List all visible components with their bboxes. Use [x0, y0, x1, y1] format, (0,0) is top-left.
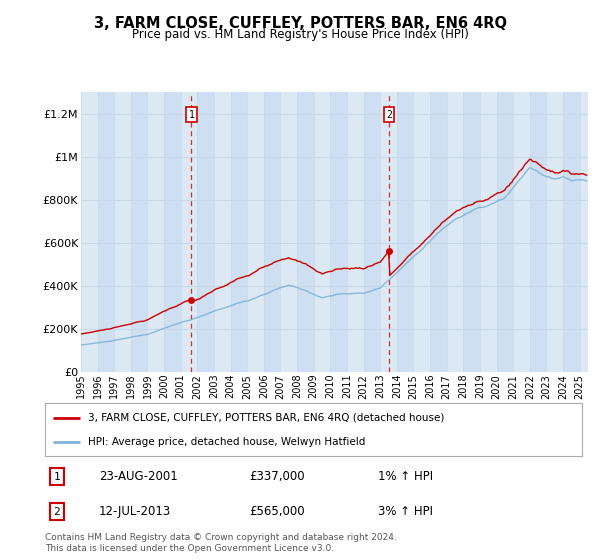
Text: 3, FARM CLOSE, CUFFLEY, POTTERS BAR, EN6 4RQ: 3, FARM CLOSE, CUFFLEY, POTTERS BAR, EN6… [94, 16, 506, 31]
Bar [547, 92, 563, 372]
Bar [347, 92, 364, 372]
Bar [430, 92, 447, 372]
Text: 2: 2 [386, 110, 392, 120]
Text: Price paid vs. HM Land Registry's House Price Index (HPI): Price paid vs. HM Land Registry's House … [131, 28, 469, 41]
Text: 1: 1 [53, 472, 60, 482]
Text: Contains HM Land Registry data © Crown copyright and database right 2024.
This d: Contains HM Land Registry data © Crown c… [45, 533, 397, 553]
Bar [214, 92, 230, 372]
Text: 2: 2 [53, 507, 60, 517]
Bar [280, 92, 297, 372]
Bar [197, 92, 214, 372]
Text: £565,000: £565,000 [249, 505, 305, 518]
Bar [463, 92, 480, 372]
Bar [580, 92, 596, 372]
Text: 12-JUL-2013: 12-JUL-2013 [98, 505, 171, 518]
Bar [164, 92, 181, 372]
Bar [297, 92, 314, 372]
Text: 3, FARM CLOSE, CUFFLEY, POTTERS BAR, EN6 4RQ (detached house): 3, FARM CLOSE, CUFFLEY, POTTERS BAR, EN6… [88, 413, 445, 423]
Bar [314, 92, 331, 372]
Bar [447, 92, 463, 372]
Bar [530, 92, 547, 372]
Bar [331, 92, 347, 372]
Bar [380, 92, 397, 372]
Bar [563, 92, 580, 372]
Bar [413, 92, 430, 372]
Bar [81, 92, 98, 372]
Bar [181, 92, 197, 372]
Bar [397, 92, 413, 372]
Bar [114, 92, 131, 372]
Text: HPI: Average price, detached house, Welwyn Hatfield: HPI: Average price, detached house, Welw… [88, 437, 365, 447]
Bar [264, 92, 280, 372]
Bar [497, 92, 513, 372]
Text: 1% ↑ HPI: 1% ↑ HPI [378, 470, 433, 483]
Bar [230, 92, 247, 372]
Bar [513, 92, 530, 372]
Bar [247, 92, 264, 372]
Bar [364, 92, 380, 372]
Bar [98, 92, 114, 372]
Bar [131, 92, 148, 372]
Text: 1: 1 [188, 110, 194, 120]
Bar [148, 92, 164, 372]
Text: £337,000: £337,000 [249, 470, 305, 483]
Bar [480, 92, 497, 372]
Text: 3% ↑ HPI: 3% ↑ HPI [378, 505, 433, 518]
Text: 23-AUG-2001: 23-AUG-2001 [98, 470, 178, 483]
